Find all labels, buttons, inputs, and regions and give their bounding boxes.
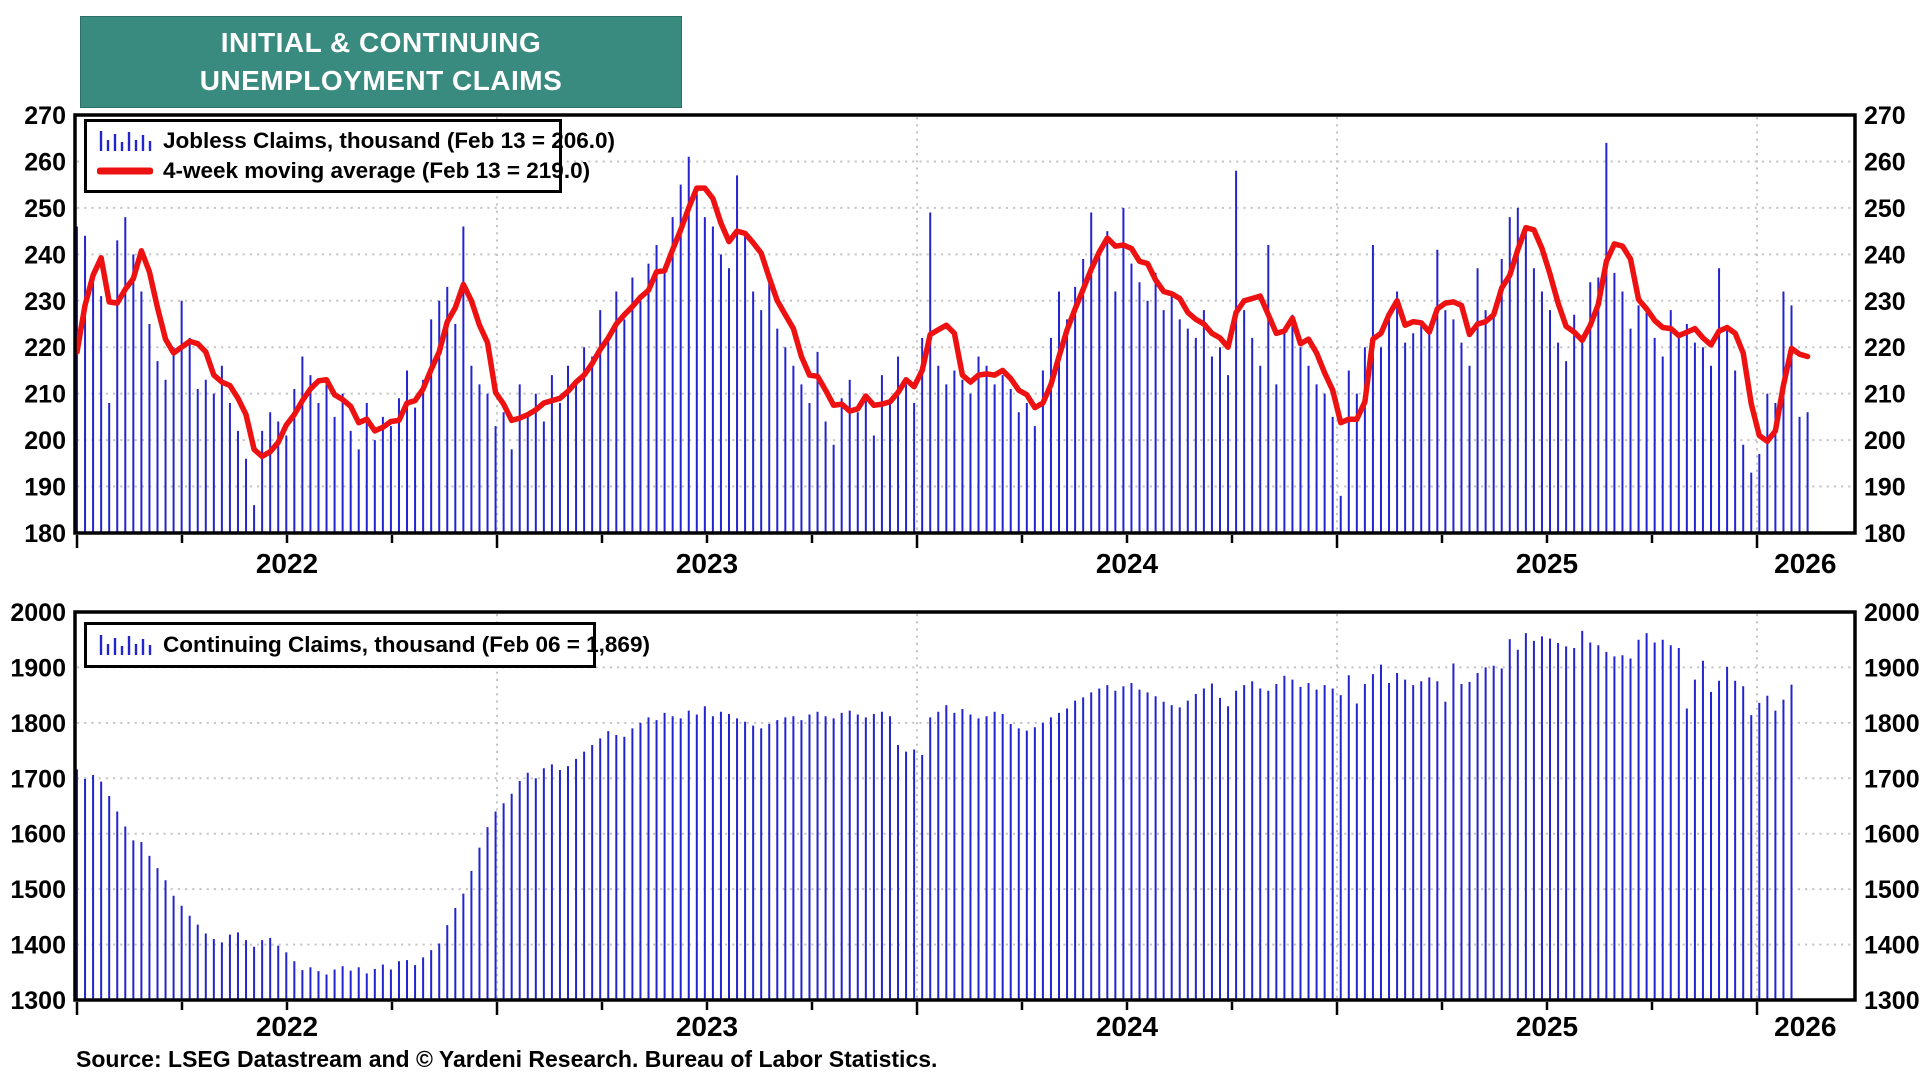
- y-tick-label: 270: [24, 102, 66, 130]
- plot-border: [73, 610, 1857, 1002]
- y-tick-label: 2000: [1864, 599, 1920, 627]
- x-axis-ticks: [75, 1002, 1759, 1015]
- ma4-line: [74, 185, 1811, 460]
- year-label: 2025: [1516, 548, 1578, 579]
- initial-claims-chart: 180 180 190 190 200 200 210 210 220 220 230 230 240 2…: [24, 102, 1905, 579]
- year-label: 2022: [256, 548, 318, 579]
- plot-border: [73, 113, 1857, 535]
- y-tick-label: 210: [24, 381, 66, 409]
- gridlines: [77, 614, 1853, 998]
- y-tick-label: 1500: [10, 876, 66, 904]
- year-label: 2022: [256, 1011, 318, 1042]
- y-tick-label: 2000: [10, 599, 66, 627]
- y-tick-label: 180: [1864, 520, 1906, 548]
- y-tick-label: 1800: [10, 710, 66, 738]
- y-tick-label: 1400: [10, 932, 66, 960]
- y-tick-label: 230: [24, 288, 66, 316]
- x-axis-ticks: [75, 535, 1759, 548]
- y-tick-label: 1600: [10, 821, 66, 849]
- legend-row-ma4: 4-week moving average (Feb 13 = 219.0): [97, 156, 590, 186]
- line-series-icon: [97, 157, 155, 185]
- title-line-1: INITIAL & CONTINUING: [220, 27, 542, 58]
- x-axis-year-labels: 2022 2023 2024 2025 2026: [256, 1011, 1837, 1042]
- y-tick-label: 250: [24, 195, 66, 223]
- year-label: 2026: [1774, 1011, 1836, 1042]
- legend-label-jobless: Jobless Claims, thousand (Feb 13 = 206.0…: [163, 128, 616, 153]
- source-text: Source: LSEG Datastream and © Yardeni Re…: [76, 1046, 938, 1072]
- year-label: 2024: [1096, 548, 1159, 579]
- x-axis-year-labels: 2022 2023 2024 2025 2026: [256, 548, 1837, 579]
- y-tick-label: 200: [1864, 427, 1906, 455]
- y-axis-labels: 1300 1300 1400 1400 1500 1500 1600 1600 1700 1700…: [10, 599, 1919, 1015]
- y-tick-label: 1600: [1864, 821, 1920, 849]
- y-tick-label: 1700: [10, 765, 66, 793]
- year-label: 2023: [676, 548, 738, 579]
- y-tick-label: 200: [24, 427, 66, 455]
- y-tick-label: 1500: [1864, 876, 1920, 904]
- y-tick-label: 260: [1864, 148, 1906, 176]
- bottom-chart-legend: Continuing Claims, thousand (Feb 06 = 1,…: [84, 622, 650, 668]
- continuing-claims-chart: 1300 1300 1400 1400 1500 1500 1600 1600 1700 1700…: [10, 599, 1919, 1042]
- y-tick-label: 1800: [1864, 710, 1920, 738]
- y-tick-label: 1300: [1864, 987, 1920, 1015]
- y-axis-labels: 180 180 190 190 200 200 210 210 220 220 230 230 240 2…: [24, 102, 1905, 548]
- legend-row-continuing: Continuing Claims, thousand (Feb 06 = 1,…: [97, 630, 650, 661]
- legend-label-continuing: Continuing Claims, thousand (Feb 06 = 1,…: [163, 632, 650, 657]
- y-tick-label: 270: [1864, 102, 1906, 130]
- y-tick-label: 1900: [1864, 654, 1920, 682]
- y-tick-label: 240: [1864, 241, 1906, 269]
- y-tick-label: 1400: [1864, 932, 1920, 960]
- y-tick-label: 220: [24, 334, 66, 362]
- y-tick-label: 1900: [10, 654, 66, 682]
- year-label: 2026: [1774, 548, 1836, 579]
- y-tick-label: 220: [1864, 334, 1906, 362]
- y-tick-label: 250: [1864, 195, 1906, 223]
- top-chart-legend: Jobless Claims, thousand (Feb 13 = 206.0…: [84, 119, 615, 193]
- y-tick-label: 1700: [1864, 765, 1920, 793]
- y-tick-label: 260: [24, 148, 66, 176]
- bar-series-icon: [97, 631, 155, 659]
- title-banner: INITIAL & CONTINUING UNEMPLOYMENT CLAIMS: [80, 16, 682, 108]
- y-tick-label: 210: [1864, 381, 1906, 409]
- y-tick-label: 190: [24, 474, 66, 502]
- bar-series-icon: [97, 127, 155, 155]
- legend-label-ma4: 4-week moving average (Feb 13 = 219.0): [163, 158, 591, 183]
- legend-row-jobless: Jobless Claims, thousand (Feb 13 = 206.0…: [97, 126, 615, 156]
- weekly-bars: [76, 630, 1793, 999]
- y-tick-label: 190: [1864, 474, 1906, 502]
- y-tick-label: 1300: [10, 987, 66, 1015]
- y-tick-label: 230: [1864, 288, 1906, 316]
- year-label: 2024: [1096, 1011, 1159, 1042]
- weekly-bars: [76, 142, 1809, 532]
- y-tick-label: 240: [24, 241, 66, 269]
- year-label: 2025: [1516, 1011, 1578, 1042]
- y-tick-label: 180: [24, 520, 66, 548]
- year-label: 2023: [676, 1011, 738, 1042]
- title-line-2: UNEMPLOYMENT CLAIMS: [199, 65, 563, 96]
